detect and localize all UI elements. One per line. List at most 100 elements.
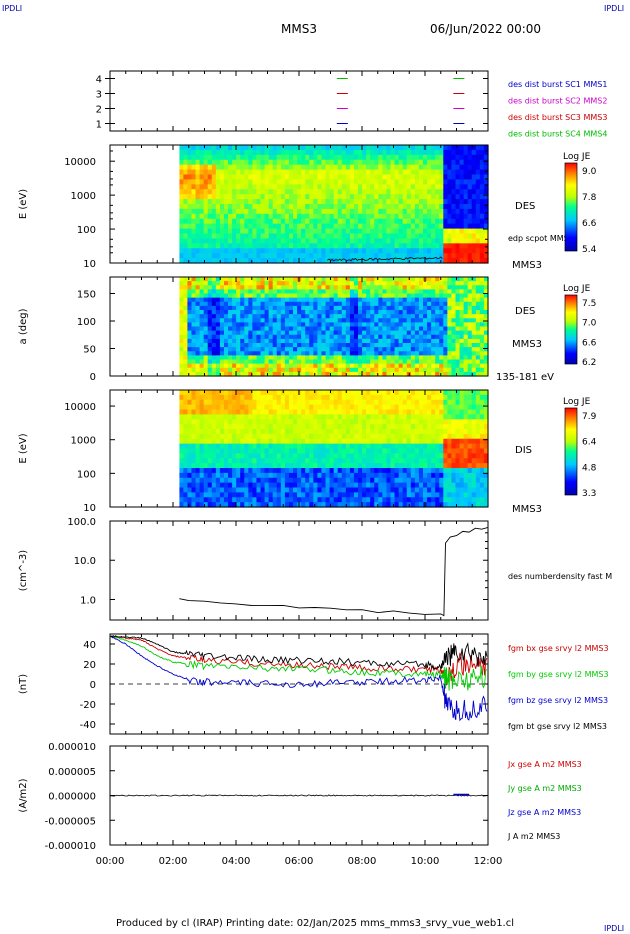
spectrogram-cell — [268, 463, 274, 469]
spectrogram-cell — [211, 149, 217, 156]
spectrogram-cell — [309, 189, 314, 195]
spectrogram-cell — [236, 159, 241, 166]
spectrogram-cell — [475, 330, 481, 336]
spectrogram-cell — [309, 371, 314, 377]
spectrogram-cell — [325, 363, 331, 369]
spectrogram-cell — [341, 359, 347, 365]
spectrogram-cell — [240, 502, 245, 508]
spectrogram-cell — [203, 145, 209, 151]
des-energy-spacecraft-label: MMS3 — [512, 260, 542, 271]
spectrogram-cell — [398, 258, 404, 264]
spectrogram-cell — [264, 194, 270, 200]
spectrogram-cell — [329, 164, 335, 171]
spectrogram-cell — [455, 355, 461, 361]
spectrogram-cell — [288, 277, 294, 282]
spectrogram-cell — [313, 448, 318, 454]
spectrogram-cell — [309, 169, 314, 176]
spectrogram-cell — [236, 338, 241, 344]
spectrogram-cell — [325, 233, 331, 240]
spectrogram-cell — [317, 334, 323, 340]
spectrogram-cell — [272, 277, 278, 282]
spectrogram-cell — [215, 253, 221, 259]
spectrogram-cell — [232, 487, 237, 493]
spectrogram-cell — [341, 487, 347, 493]
spectrogram-cell — [293, 326, 298, 332]
spectrogram-cell — [353, 334, 359, 340]
spectrogram-cell — [293, 453, 298, 459]
spectrogram-cell — [248, 189, 254, 195]
spectrogram-cell — [232, 184, 237, 190]
spectrogram-cell — [386, 371, 392, 377]
spectrogram-cell — [195, 169, 201, 176]
spectrogram-cell — [223, 194, 229, 200]
spectrogram-cell — [455, 238, 461, 244]
spectrogram-cell — [313, 281, 318, 286]
spectrogram-cell — [353, 492, 359, 498]
spectrogram-cell — [297, 438, 302, 445]
spectrogram-cell — [305, 277, 310, 282]
spectrogram-cell — [191, 334, 197, 340]
spectrogram-cell — [358, 189, 363, 195]
spectrogram-cell — [215, 293, 221, 299]
spectrogram-cell — [211, 213, 217, 220]
spectrogram-cell — [297, 424, 302, 430]
spectrogram-cell — [483, 218, 489, 225]
spectrogram-cell — [223, 409, 229, 415]
spectrogram-cell — [288, 305, 294, 311]
spectrogram-cell — [207, 208, 213, 215]
spectrogram-cell — [483, 330, 489, 336]
spectrogram-cell — [321, 322, 327, 328]
spectrogram-cell — [358, 419, 363, 425]
spectrogram-cell — [358, 371, 363, 377]
spectrogram-cell — [252, 458, 258, 464]
spectrogram-cell — [345, 159, 351, 166]
spectrogram-cell — [345, 482, 351, 489]
spectrogram-cell — [280, 318, 286, 323]
spectrogram-cell — [358, 497, 363, 503]
spectrogram-cell — [333, 468, 339, 474]
spectrogram-cell — [260, 343, 266, 348]
spectrogram-cell — [248, 174, 254, 181]
spectrogram-cell — [207, 318, 213, 323]
spectrogram-cell — [276, 351, 282, 356]
spectrogram-cell — [410, 199, 416, 205]
spectrogram-cell — [414, 154, 420, 161]
spectrogram-cell — [219, 248, 225, 254]
spectrogram-cell — [362, 218, 367, 225]
spectrogram-cell — [256, 169, 262, 176]
des-pitch-ylabel: a (deg) — [18, 308, 29, 344]
spectrogram-cell — [284, 159, 290, 166]
spectrogram-cell — [268, 258, 274, 264]
spectrogram-cell — [301, 248, 306, 254]
spectrogram-cell — [414, 338, 420, 344]
spectrogram-cell — [410, 159, 416, 166]
spectrogram-cell — [341, 184, 347, 190]
spectrogram-cell — [325, 343, 331, 348]
spectrogram-cell — [427, 301, 432, 307]
spectrogram-cell — [236, 208, 241, 215]
spectrogram-cell — [402, 318, 408, 323]
spectrogram-cell — [451, 293, 457, 299]
spectrogram-cell — [483, 258, 489, 264]
spectrogram-cell — [203, 338, 209, 344]
spectrogram-cell — [199, 194, 205, 200]
spectrogram-cell — [345, 184, 351, 190]
spectrogram-cell — [317, 438, 323, 445]
spectrogram-cell — [455, 293, 461, 299]
spectrogram-cell — [228, 174, 233, 181]
spectrogram-cell — [410, 238, 416, 244]
spectrogram-cell — [467, 297, 473, 303]
spectrogram-cell — [301, 243, 306, 249]
spectrogram-cell — [236, 399, 241, 406]
spectrogram-cell — [471, 199, 477, 205]
spectrogram-cell — [276, 253, 282, 259]
spectrogram-cell — [248, 472, 254, 479]
spectrogram-cell — [293, 310, 298, 315]
spectrogram-cell — [483, 199, 489, 205]
spectrogram-cell — [219, 497, 225, 503]
spectrogram-cell — [252, 390, 258, 396]
spectrogram-cell — [406, 334, 412, 340]
spectrogram-cell — [211, 258, 217, 264]
spectrogram-cell — [483, 184, 489, 190]
spectrogram-cell — [325, 468, 331, 474]
